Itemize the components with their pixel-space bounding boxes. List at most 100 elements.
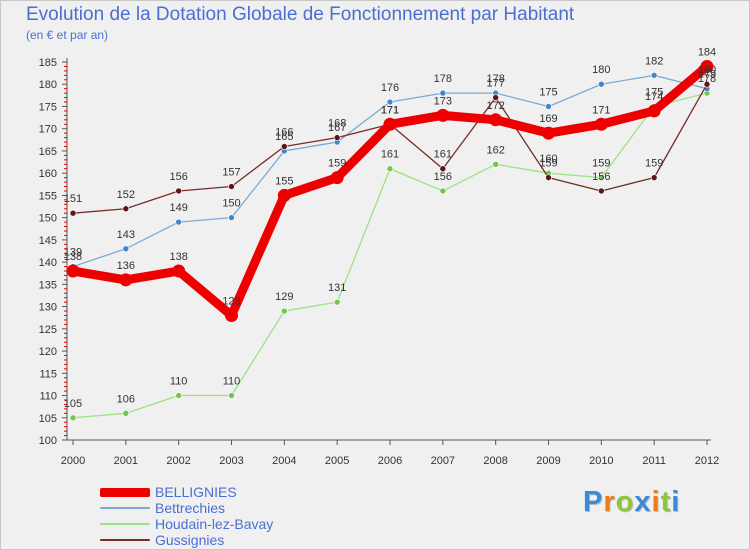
data-label-gussignies: 159 — [645, 158, 663, 170]
data-label-bellignies: 159 — [328, 158, 346, 170]
x-tick-label: 2012 — [695, 455, 719, 467]
data-label-bettrechies: 176 — [381, 82, 399, 94]
data-point-houdain-lez-bavay — [439, 187, 447, 195]
data-point-gussignies — [281, 143, 288, 150]
data-label-bellignies: 173 — [434, 95, 452, 107]
data-label-houdain-lez-bavay: 105 — [64, 398, 82, 410]
data-point-houdain-lez-bavay — [122, 410, 130, 417]
x-tick-label: 2005 — [325, 455, 349, 467]
data-point-gussignies — [650, 174, 658, 181]
data-point-bellignies — [436, 108, 450, 122]
data-label-bettrechies: 167 — [328, 122, 346, 134]
data-point-bettrechies — [545, 103, 552, 110]
data-label-bellignies: 136 — [117, 260, 135, 272]
data-point-bellignies — [66, 264, 80, 278]
data-point-bellignies — [277, 188, 291, 202]
series-line-houdain-lez-bavay — [72, 92, 708, 419]
data-point-bellignies — [700, 59, 714, 73]
data-point-bettrechies — [122, 245, 130, 253]
y-tick-label: 155 — [39, 190, 57, 202]
data-label-houdain-lez-bavay: 159 — [592, 158, 610, 170]
data-label-bettrechies: 175 — [539, 86, 557, 98]
data-label-bellignies: 138 — [64, 251, 82, 263]
y-tick-label: 115 — [39, 368, 57, 380]
data-point-gussignies — [122, 205, 130, 213]
data-label-gussignies: 180 — [698, 64, 716, 76]
data-label-gussignies: 161 — [434, 149, 452, 161]
data-point-gussignies — [598, 187, 605, 195]
chart-axes: 1001051101151201251301351401451501551601… — [39, 57, 720, 467]
logo-letter: i — [671, 486, 681, 518]
data-label-bellignies: 184 — [698, 46, 716, 58]
legend-label: Bettrechies — [155, 500, 226, 516]
logo-letter: x — [634, 486, 652, 518]
data-point-bellignies — [119, 273, 133, 287]
data-point-houdain-lez-bavay — [228, 392, 235, 399]
data-point-houdain-lez-bavay — [175, 392, 182, 399]
data-label-bettrechies: 165 — [275, 131, 293, 143]
data-label-bettrechies: 149 — [169, 202, 187, 214]
data-point-gussignies — [333, 134, 341, 141]
x-tick-label: 2002 — [166, 455, 190, 467]
chart-title: Evolution de la Dotation Globale de Fonc… — [26, 4, 575, 25]
data-label-gussignies: 156 — [169, 171, 187, 183]
data-point-gussignies — [439, 165, 447, 173]
y-tick-label: 125 — [39, 324, 57, 336]
data-label-houdain-lez-bavay: 131 — [328, 282, 346, 294]
data-point-bellignies — [594, 117, 608, 131]
y-tick-label: 130 — [39, 302, 57, 314]
data-label-bellignies: 128 — [222, 295, 240, 307]
logo-letter: i — [651, 486, 661, 518]
data-label-bettrechies: 182 — [645, 55, 663, 67]
data-label-gussignies: 177 — [486, 78, 504, 90]
data-point-gussignies — [69, 209, 77, 217]
data-point-bellignies — [383, 117, 397, 131]
data-point-bettrechies — [175, 218, 182, 226]
data-label-bellignies: 169 — [539, 113, 557, 125]
legend-label: Houdain-lez-Bavay — [155, 516, 274, 532]
data-label-gussignies: 156 — [592, 171, 610, 183]
data-label-gussignies: 159 — [539, 158, 557, 170]
logo-letter: o — [615, 486, 635, 518]
data-point-houdain-lez-bavay — [598, 174, 605, 181]
data-label-gussignies: 166 — [275, 126, 293, 138]
y-tick-label: 145 — [39, 235, 57, 247]
x-tick-label: 2001 — [114, 455, 138, 467]
chart-subtitle: (en € et par an) — [26, 28, 109, 42]
y-tick-label: 105 — [39, 413, 57, 425]
data-point-gussignies — [175, 187, 182, 195]
data-label-houdain-lez-bavay: 110 — [223, 376, 241, 388]
data-label-bettrechies: 179 — [698, 69, 716, 81]
legend-swatch — [100, 487, 150, 497]
x-tick-label: 2000 — [61, 455, 85, 467]
y-tick-label: 140 — [39, 257, 57, 269]
data-label-bettrechies: 178 — [434, 73, 452, 85]
proxiti-logo: Proxiti — [583, 486, 680, 519]
data-point-bellignies — [172, 264, 186, 278]
data-label-houdain-lez-bavay: 162 — [486, 144, 504, 156]
data-label-bettrechies: 150 — [222, 198, 240, 210]
legend-swatch — [100, 523, 150, 525]
x-tick-label: 2010 — [589, 455, 613, 467]
data-label-gussignies: 152 — [117, 189, 135, 201]
y-tick-label: 185 — [39, 57, 57, 69]
data-point-houdain-lez-bavay — [69, 414, 77, 422]
y-tick-label: 150 — [39, 213, 57, 225]
data-label-houdain-lez-bavay: 110 — [170, 376, 188, 388]
data-point-bettrechies — [439, 89, 447, 97]
y-tick-label: 135 — [39, 279, 57, 291]
data-point-bettrechies — [650, 72, 658, 79]
data-label-bellignies: 171 — [592, 104, 610, 116]
x-tick-label: 2003 — [219, 455, 243, 467]
data-label-houdain-lez-bavay: 175 — [645, 86, 663, 98]
y-tick-label: 175 — [39, 101, 57, 113]
data-point-gussignies — [492, 94, 499, 101]
data-label-bellignies: 138 — [169, 251, 187, 263]
legend-swatch — [100, 539, 150, 541]
data-label-bellignies: 174 — [645, 91, 663, 103]
data-label-houdain-lez-bavay: 156 — [434, 171, 452, 183]
data-label-bellignies: 171 — [381, 104, 399, 116]
x-tick-label: 2007 — [431, 455, 455, 467]
y-tick-label: 170 — [39, 124, 57, 136]
